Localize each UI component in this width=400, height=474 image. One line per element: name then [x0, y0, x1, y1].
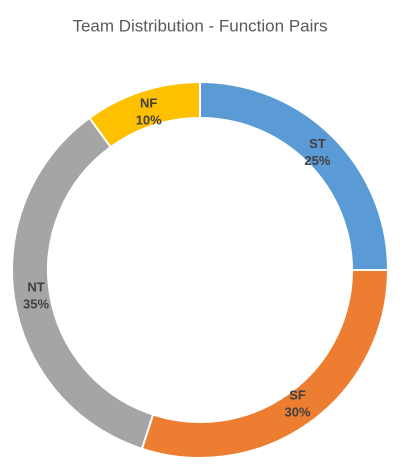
value-label: 30%: [285, 405, 311, 420]
value-label: 35%: [23, 296, 49, 311]
doughnut-segment: [140, 269, 390, 459]
value-label: 25%: [304, 153, 330, 168]
category-label: SF: [289, 388, 306, 403]
chart-title: Team Distribution - Function Pairs: [72, 16, 327, 35]
doughnut-segment: [88, 80, 201, 149]
category-label: NF: [140, 96, 157, 111]
value-label: 10%: [136, 113, 162, 128]
category-label: NT: [27, 279, 44, 294]
category-label: ST: [309, 136, 326, 151]
doughnut-segment: [199, 80, 390, 271]
